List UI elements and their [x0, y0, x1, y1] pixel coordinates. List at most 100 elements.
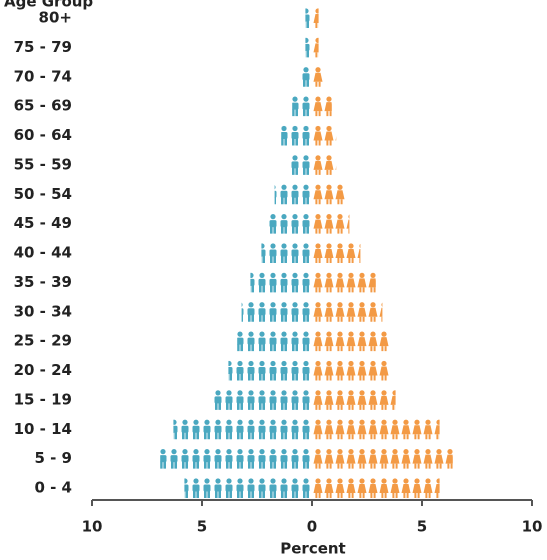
icon-body	[379, 366, 389, 376]
icon-leg	[292, 226, 295, 234]
icon-body	[192, 425, 200, 433]
icon-head	[303, 331, 309, 337]
icon-body	[214, 396, 222, 404]
icon-body	[302, 337, 310, 345]
icon-leg	[174, 461, 177, 469]
icon-body	[280, 484, 288, 492]
icon-body	[181, 455, 189, 463]
icon-leg	[392, 404, 395, 410]
icon-head	[281, 155, 286, 160]
icon-head	[226, 478, 232, 484]
icon-leg	[384, 375, 387, 381]
icon-leg	[251, 461, 254, 469]
icon-head	[326, 478, 332, 484]
icon-body	[368, 307, 378, 317]
icon-head	[248, 478, 254, 484]
icon-leg	[362, 316, 365, 322]
icon-leg	[337, 141, 339, 146]
icon-leg	[207, 461, 210, 469]
icon-body	[225, 425, 233, 433]
icon-leg	[303, 402, 306, 410]
icon-leg	[295, 109, 298, 117]
icon-head	[392, 478, 398, 484]
icon-leg	[318, 140, 321, 146]
pictogram-bar	[281, 125, 310, 146]
icon-body	[335, 366, 345, 376]
icon-leg	[303, 226, 306, 234]
icon-body	[214, 484, 222, 492]
icon-leg	[406, 434, 409, 440]
icon-head	[370, 302, 376, 308]
icon-leg	[273, 402, 276, 410]
icon-leg	[351, 463, 354, 469]
icon-body	[241, 308, 244, 316]
icon-leg	[318, 463, 321, 469]
icon-body	[313, 454, 323, 464]
icon-head	[303, 478, 309, 484]
icon-body	[368, 395, 378, 405]
icon-leg	[340, 199, 343, 205]
icon-leg	[292, 491, 295, 498]
icon-leg	[329, 228, 332, 234]
icon-head	[337, 126, 342, 131]
icon-head	[348, 331, 354, 337]
icon-head	[292, 360, 298, 367]
icon-leg	[329, 346, 332, 352]
icon-head	[241, 302, 243, 307]
icon-leg	[262, 285, 265, 293]
icon-head	[250, 272, 254, 278]
icon-leg	[306, 226, 309, 234]
icon-body	[357, 366, 367, 376]
icon-head	[326, 302, 332, 308]
icon-leg	[262, 314, 265, 322]
icon-body	[269, 278, 277, 286]
icon-head	[392, 390, 396, 396]
icon-leg	[185, 432, 188, 440]
icon-leg	[348, 287, 351, 293]
icon-leg	[204, 432, 207, 440]
icon-leg	[295, 138, 298, 146]
icon-head	[292, 155, 298, 161]
icon-body	[357, 337, 367, 347]
icon-head	[303, 302, 309, 308]
icon-body	[258, 278, 266, 286]
icon-body	[357, 425, 367, 435]
icon-head	[359, 390, 365, 396]
icon-body	[280, 425, 288, 433]
icon-head	[248, 360, 254, 367]
icon-body	[335, 249, 345, 258]
y-tick-label: 15 - 19	[14, 390, 72, 408]
icon-body	[313, 43, 319, 53]
icon-body	[280, 278, 288, 286]
icon-leg	[306, 402, 309, 410]
icon-head	[226, 449, 232, 455]
icon-leg	[417, 493, 420, 498]
icon-leg	[284, 226, 287, 234]
icon-leg	[329, 287, 332, 293]
icon-head	[215, 449, 221, 455]
icon-leg	[329, 375, 332, 381]
icon-leg	[196, 432, 199, 440]
icon-body	[434, 425, 440, 435]
icon-body	[236, 455, 244, 463]
icon-body	[324, 484, 334, 493]
icon-body	[379, 395, 389, 405]
icon-body	[247, 396, 255, 404]
icon-leg	[337, 199, 340, 205]
icon-leg	[306, 314, 309, 322]
icon-body	[324, 102, 332, 112]
icon-body	[269, 337, 277, 345]
icon-leg	[326, 404, 329, 410]
icon-body	[269, 367, 277, 374]
icon-leg	[351, 404, 354, 410]
icon-leg	[392, 493, 395, 498]
icon-body	[324, 249, 334, 258]
icon-leg	[185, 491, 188, 498]
icon-body	[313, 425, 323, 435]
icon-head	[326, 272, 332, 278]
icon-leg	[281, 402, 284, 410]
icon-head	[270, 478, 276, 484]
icon-head	[281, 449, 287, 455]
icon-leg	[348, 346, 351, 352]
icon-head	[403, 449, 409, 455]
